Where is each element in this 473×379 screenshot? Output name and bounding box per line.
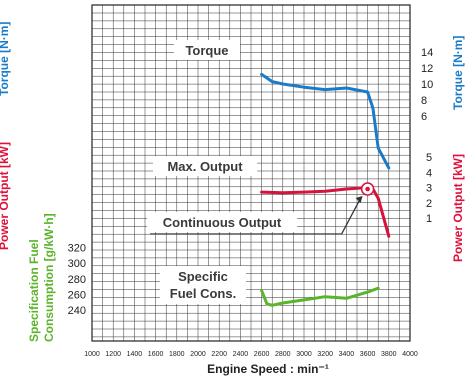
fuel-tick-label: 260 [68,289,86,301]
specific-fuel-cons-line [260,286,380,307]
power-tick-label: 1 [426,213,432,225]
fuel-axis-title-line2: Consumption [g/kW·h] [42,213,56,342]
torque-tick-label: 6 [421,111,427,123]
x-axis-ticks: 1000 1200 1400 1600 1800 2000 2200 2400 2600 2800… [84,351,418,358]
torque-tick-label: 12 [421,63,433,75]
power-axis-title-left: Power Output [kW] [0,142,11,250]
fuel-tick-label: 240 [68,305,86,317]
fuel-tick-label: 280 [68,274,86,286]
torque-axis-ticks: 6 8 10 12 14 [421,47,433,123]
continuous-output-marker-center [365,186,370,192]
power-tick-label: 4 [426,167,432,179]
x-tick-label: 2600 [254,351,270,358]
x-tick-label: 2800 [275,351,291,358]
fuel-annotation-bg [160,266,246,304]
max-output-annotation-bg [153,156,257,176]
power-axis-ticks: 1 2 3 4 5 [426,152,432,225]
x-tick-label: 3600 [360,351,376,358]
torque-tick-label: 10 [421,79,433,91]
x-tick-label: 3200 [317,351,333,358]
x-tick-label: 2200 [211,351,227,358]
torque-annotation: Torque [185,43,228,58]
power-tick-label: 2 [426,198,432,210]
plot-frame [91,4,411,342]
x-tick-label: 1800 [169,351,185,358]
max-output-annotation: Max. Output [167,159,243,174]
fuel-annotation-line1: Specific [178,269,228,284]
continuous-output-leader-line [150,199,361,235]
x-tick-label: 2400 [233,351,249,358]
x-tick-label: 3400 [339,351,355,358]
fuel-axis-ticks: 240 260 280 300 320 [68,243,86,317]
x-tick-label: 1600 [148,351,164,358]
x-tick-label: 3800 [381,351,397,358]
power-tick-label: 5 [426,152,432,164]
x-tick-label: 1000 [84,351,100,358]
torque-line [260,72,391,170]
fuel-tick-label: 300 [68,258,86,270]
max-output-line [260,186,391,238]
continuous-output-annotation: Continuous Output [163,215,282,230]
torque-tick-label: 14 [421,47,433,59]
torque-axis-title-left: Torque [N·m] [0,22,11,96]
x-tick-label: 4000 [402,351,418,358]
x-axis-title: Engine Speed : min⁻¹ [207,362,329,376]
x-tick-label: 2000 [190,351,206,358]
x-tick-label: 1400 [127,351,143,358]
torque-annotation-bg [174,40,240,60]
torque-axis-title: Torque [N·m] [451,36,465,110]
power-axis-title: Power Output [kW] [451,154,465,262]
torque-tick-label: 8 [421,95,427,107]
fuel-tick-label: 320 [68,243,86,255]
power-tick-label: 3 [426,183,432,195]
fuel-axis-title-line1: Specification Fuel [27,239,41,342]
continuous-output-arrowhead [355,196,363,204]
x-tick-label: 3000 [296,351,312,358]
x-tick-label: 1200 [105,351,121,358]
fuel-annotation-line2: Fuel Cons. [170,286,236,301]
continuous-output-annotation-bg [147,212,297,232]
